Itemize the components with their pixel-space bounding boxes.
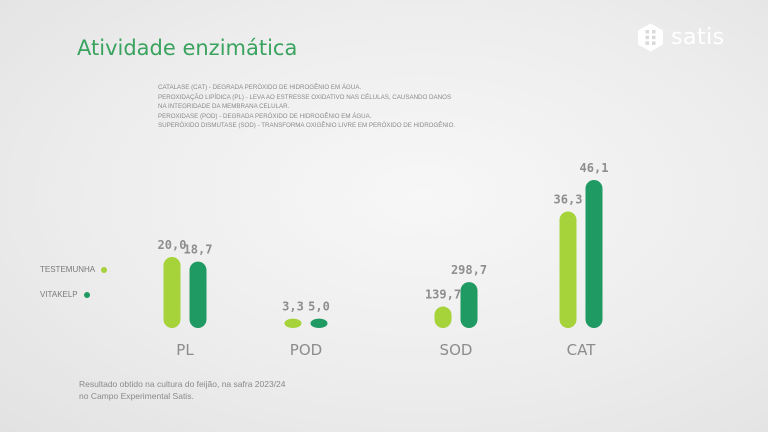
category-label-sod: SOD — [440, 341, 473, 359]
value-label-cat-testemunha: 36,3 — [554, 192, 583, 206]
chart-legend: TESTEMUNHA VITAKELP — [40, 263, 108, 313]
definitions-text: CATALASE (CAT) - DEGRADA PERÓXIDO DE HID… — [158, 83, 498, 131]
value-label-sod-vitakelp: 298,7 — [451, 263, 487, 277]
brand-logo: satis — [637, 23, 725, 52]
value-label-pod-testemunha: 3,3 — [282, 300, 304, 314]
definition-line: CATALASE (CAT) - DEGRADA PERÓXIDO DE HID… — [158, 84, 362, 91]
hexagon-grid-icon — [638, 23, 663, 52]
category-label-pl: PL — [176, 341, 194, 359]
legend-label: TESTEMUNHA — [40, 265, 96, 274]
page-title: Atividade enzimática — [77, 36, 298, 60]
definition-line: PEROXIDASE (POD) - DEGRADA PERÓXIDO DE H… — [158, 112, 372, 120]
value-label-pl-vitakelp: 18,7 — [184, 243, 213, 257]
footer-line: no Campo Experimental Satis. — [79, 391, 194, 401]
value-label-cat-vitakelp: 46,1 — [580, 161, 609, 175]
footer-line: Resultado obtido na cultura do feijão, n… — [79, 379, 286, 389]
bar-pod-testemunha — [284, 318, 302, 328]
brand-name: satis — [671, 25, 725, 50]
bar-pod-vitakelp — [310, 318, 328, 328]
category-label-pod: POD — [290, 341, 322, 359]
value-label-pl-testemunha: 20,0 — [158, 238, 187, 252]
bar-pl-vitakelp — [189, 261, 207, 328]
bar-sod-testemunha — [434, 306, 452, 328]
legend-swatch — [83, 291, 90, 298]
legend-item-vitakelp: VITAKELP — [40, 288, 107, 301]
bar-sod-vitakelp — [460, 282, 478, 328]
definition-line: PEROXIDAÇÃO LIPÍDICA (PL) - LEVA AO ESTR… — [158, 93, 452, 101]
bar-cat-testemunha — [559, 211, 577, 328]
legend-swatch — [101, 266, 108, 273]
definition-line: SUPERÓXIDO DISMUTASE (SOD) - TRANSFORMA … — [158, 122, 456, 130]
category-label-cat: CAT — [567, 341, 597, 359]
value-label-sod-testemunha: 139,7 — [425, 288, 461, 302]
definition-line: NA INTEGRIDADE DA MEMBRANA CELULAR. — [158, 103, 290, 111]
bar-cat-vitakelp — [585, 180, 603, 328]
legend-label: VITAKELP — [40, 290, 78, 299]
legend-item-testemunha: TESTEMUNHA — [40, 263, 108, 276]
value-label-pod-vitakelp: 5,0 — [308, 300, 330, 314]
footer-note: Resultado obtido na cultura do feijão, n… — [79, 378, 286, 402]
bar-pl-testemunha — [163, 256, 181, 328]
